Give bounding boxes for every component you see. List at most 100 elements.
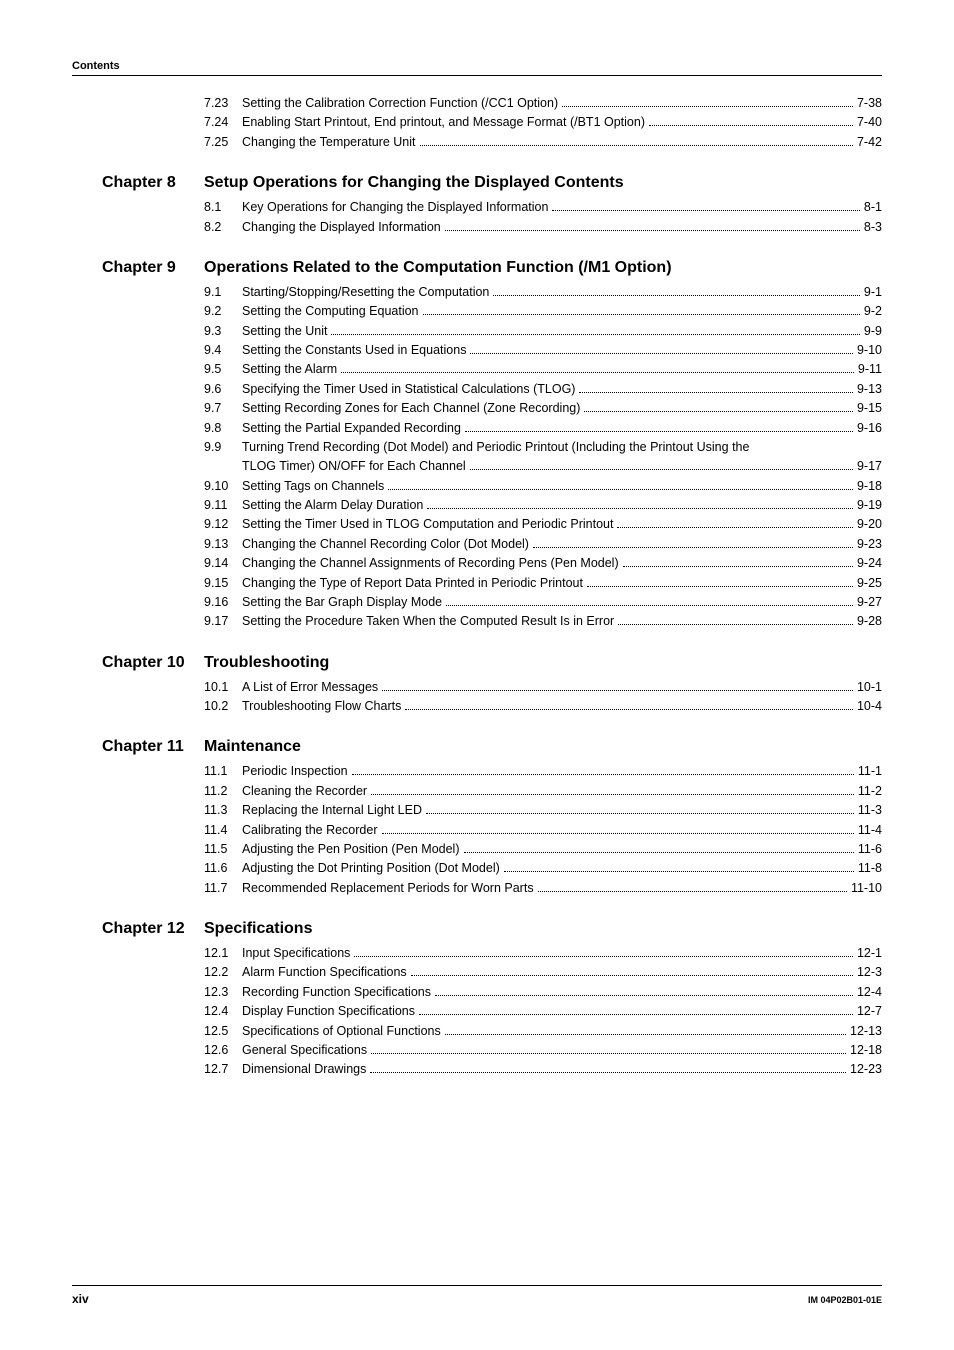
- toc-entry: 7.25Changing the Temperature Unit7-42: [102, 133, 882, 152]
- toc-entry-page: 9-25: [857, 574, 882, 593]
- toc-leader-dots: [579, 392, 853, 393]
- toc-leader-dots: [538, 891, 847, 892]
- toc-leader-dots: [584, 411, 853, 412]
- chapter-label: Chapter 12: [102, 920, 204, 938]
- toc-entry-number: 12.3: [204, 983, 242, 1002]
- toc-entry-page: 11-4: [858, 821, 882, 840]
- toc-entry-number: 8.2: [204, 218, 242, 237]
- toc-entry-title: Starting/Stopping/Resetting the Computat…: [242, 283, 489, 302]
- toc-entry: 10.1A List of Error Messages 10-1: [102, 678, 882, 697]
- toc-entry-page: 11-2: [858, 782, 882, 801]
- toc-entry-title: A List of Error Messages: [242, 678, 378, 697]
- toc-entry: 7.24Enabling Start Printout, End printou…: [102, 113, 882, 132]
- toc-entry-number: 10.1: [204, 678, 242, 697]
- toc-entry-number: 11.1: [204, 762, 242, 781]
- chapter-label: Chapter 8: [102, 174, 204, 192]
- toc-entry: 11.1Periodic Inspection11-1: [102, 762, 882, 781]
- toc-entry-number: 10.2: [204, 697, 242, 716]
- toc-entry: 10.2Troubleshooting Flow Charts10-4: [102, 697, 882, 716]
- page-footer: xiv IM 04P02B01-01E: [72, 1285, 882, 1306]
- toc-leader-dots: [420, 145, 853, 146]
- toc-entry: 9.17Setting the Procedure Taken When the…: [102, 612, 882, 631]
- chapter-heading: Chapter 11Maintenance: [102, 738, 882, 756]
- toc-entry: 11.7Recommended Replacement Periods for …: [102, 879, 882, 898]
- toc-entry-title: Setting Tags on Channels: [242, 477, 384, 496]
- toc-entry-page: 10-1: [857, 678, 882, 697]
- toc-leader-dots: [464, 852, 854, 853]
- toc-entry-title: Changing the Channel Assignments of Reco…: [242, 554, 619, 573]
- toc-entry-title: Adjusting the Pen Position (Pen Model): [242, 840, 460, 859]
- toc-entry-number: 8.1: [204, 198, 242, 217]
- toc-entry-number: 11.3: [204, 801, 242, 820]
- toc-entry-page: 9-18: [857, 477, 882, 496]
- toc-leader-dots: [446, 605, 853, 606]
- toc-entry-number: 9.4: [204, 341, 242, 360]
- toc-entry-page: 9-20: [857, 515, 882, 534]
- toc-leader-dots: [341, 372, 854, 373]
- toc-entry-title: Display Function Specifications: [242, 1002, 415, 1021]
- toc-entry-page: 9-10: [857, 341, 882, 360]
- toc-entry-page: 11-10: [851, 879, 882, 898]
- toc-entry-page: 12-23: [850, 1060, 882, 1079]
- toc-entry-title: TLOG Timer) ON/OFF for Each Channel: [242, 457, 466, 476]
- toc-leader-dots: [617, 527, 852, 528]
- toc-leader-dots: [405, 709, 853, 710]
- toc-entry: 9.13Changing the Channel Recording Color…: [102, 535, 882, 554]
- toc-entry-number: 9.8: [204, 419, 242, 438]
- toc-leader-dots: [388, 489, 853, 490]
- toc-entry-number: 9.12: [204, 515, 242, 534]
- toc-entry-number: 9.5: [204, 360, 242, 379]
- toc-entry: 12.1Input Specifications12-1: [102, 944, 882, 963]
- toc-entry: 9.6Specifying the Timer Used in Statisti…: [102, 380, 882, 399]
- toc-entry-page: 9-17: [857, 457, 882, 476]
- toc-leader-dots: [382, 690, 853, 691]
- toc-entry-title: Changing the Type of Report Data Printed…: [242, 574, 583, 593]
- toc-entry: 12.3Recording Function Specifications12-…: [102, 983, 882, 1002]
- toc-entry-title: Setting the Calibration Correction Funct…: [242, 94, 558, 113]
- toc-entry-title: Periodic Inspection: [242, 762, 348, 781]
- toc-entry-title: Changing the Channel Recording Color (Do…: [242, 535, 529, 554]
- toc-entry-page: 10-4: [857, 697, 882, 716]
- chapter-label: Chapter 9: [102, 259, 204, 277]
- toc-entry-page: 9-24: [857, 554, 882, 573]
- toc-leader-dots: [623, 566, 853, 567]
- toc-entry-page: 11-3: [858, 801, 882, 820]
- toc-entry: 11.3Replacing the Internal Light LED11-3: [102, 801, 882, 820]
- toc-entry: 11.5Adjusting the Pen Position (Pen Mode…: [102, 840, 882, 859]
- toc-entry-title: Cleaning the Recorder: [242, 782, 367, 801]
- page-header-label: Contents: [72, 60, 882, 76]
- toc-entry-number: 9.15: [204, 574, 242, 593]
- toc-entry: 12.7Dimensional Drawings12-23: [102, 1060, 882, 1079]
- toc-entry-number: 9.16: [204, 593, 242, 612]
- toc-entry-page: 11-8: [858, 859, 882, 878]
- chapter-heading: Chapter 8Setup Operations for Changing t…: [102, 174, 882, 192]
- toc-entry-page: 12-4: [857, 983, 882, 1002]
- toc-entry-number: 7.25: [204, 133, 242, 152]
- toc-entry-page: 9-15: [857, 399, 882, 418]
- toc-leader-dots: [493, 295, 860, 296]
- toc-entry-title: Setting the Partial Expanded Recording: [242, 419, 461, 438]
- toc-entry-page: 8-3: [864, 218, 882, 237]
- toc-entry-number: 12.7: [204, 1060, 242, 1079]
- toc-entry-page: 12-18: [850, 1041, 882, 1060]
- toc-entry: 9.10Setting Tags on Channels9-18: [102, 477, 882, 496]
- toc-entry-title: Enabling Start Printout, End printout, a…: [242, 113, 645, 132]
- toc-entry-number: 9.11: [204, 496, 242, 515]
- toc-entry-title: Specifying the Timer Used in Statistical…: [242, 380, 575, 399]
- toc-entry-page: 9-16: [857, 419, 882, 438]
- chapter-title: Troubleshooting: [204, 654, 329, 672]
- toc-entry-number: 11.4: [204, 821, 242, 840]
- toc-entry-page: 9-19: [857, 496, 882, 515]
- toc-entry: 11.6Adjusting the Dot Printing Position …: [102, 859, 882, 878]
- toc-entry-title: Setting the Procedure Taken When the Com…: [242, 612, 614, 631]
- toc-entry-number: 11.2: [204, 782, 242, 801]
- chapter-title: Setup Operations for Changing the Displa…: [204, 174, 624, 192]
- toc-entry: 8.2Changing the Displayed Information8-3: [102, 218, 882, 237]
- toc-leader-dots: [587, 586, 853, 587]
- toc-entry-number: 12.1: [204, 944, 242, 963]
- chapter-title: Specifications: [204, 920, 312, 938]
- toc-container: 7.23Setting the Calibration Correction F…: [72, 94, 882, 1080]
- chapter-heading: Chapter 10Troubleshooting: [102, 654, 882, 672]
- toc-leader-dots: [649, 125, 853, 126]
- toc-leader-dots: [331, 334, 859, 335]
